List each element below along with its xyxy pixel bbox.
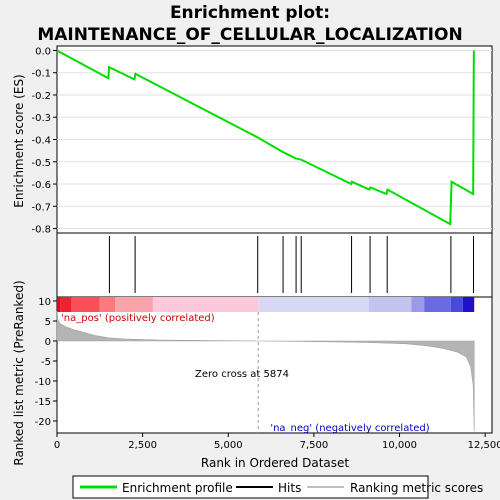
- x-tick-label-0: 0: [54, 440, 60, 451]
- rank-y-axis-label: Ranked list metric (PreRanked): [12, 280, 26, 465]
- x-tick-label-2: 5,000: [214, 440, 243, 451]
- rank-y-tick-label-0: 10: [38, 297, 51, 308]
- enrichment-profile-path: [56, 49, 475, 226]
- legend-label-ranking: Ranking metric scores: [350, 481, 483, 495]
- es-y-tick-label-4: -0.4: [31, 136, 51, 147]
- legend: Enrichment profile Hits Ranking metric s…: [72, 475, 483, 499]
- zero-cross-label: Zero cross at 5874: [195, 369, 289, 380]
- heat-bar-segment-6: [258, 297, 369, 312]
- heat-bar-segment-0: [57, 297, 61, 312]
- heat-bar-segment-9: [424, 297, 451, 312]
- x-tick-label-3: 7,500: [300, 440, 329, 451]
- pos-label: 'na_pos' (positively correlated): [61, 313, 215, 324]
- es-y-tick-label-5: -0.5: [31, 158, 51, 169]
- es-y-tick-label-8: -0.8: [31, 225, 51, 236]
- x-axis-label: Rank in Ordered Dataset: [201, 456, 349, 470]
- rank-y-tick-label-4: -10: [35, 377, 51, 388]
- x-tick-label-1: 2,500: [128, 440, 157, 451]
- heat-bar-segment-10: [450, 297, 463, 312]
- hit-markers: [108, 236, 475, 293]
- es-y-tick-label-6: -0.6: [31, 180, 51, 191]
- x-axis: 0 2,500 5,000 7,500 10,000 12,500: [54, 433, 500, 451]
- es-y-axis-label: Enrichment score (ES): [12, 74, 26, 207]
- heat-bar-segment-4: [115, 297, 153, 312]
- heat-bar-segment-3: [99, 297, 116, 312]
- heat-bar-segment-8: [411, 297, 425, 312]
- rank-y-tick-label-5: -15: [35, 397, 51, 408]
- ranking-metric-area: [56, 310, 475, 432]
- legend-label-enrichment: Enrichment profile: [122, 481, 233, 495]
- es-y-tick-label-7: -0.7: [31, 202, 51, 213]
- rank-panel: [56, 296, 493, 434]
- es-y-tick-label-3: -0.3: [31, 113, 51, 124]
- legend-label-hits: Hits: [278, 481, 301, 495]
- rank-y-tick-label-6: -20: [35, 417, 51, 428]
- heat-bar-segment-1: [60, 297, 72, 312]
- es-y-tick-label-1: -0.1: [31, 69, 51, 80]
- ranking-metric-fill: [56, 310, 475, 432]
- rank-y-tick-label-1: 5: [45, 317, 51, 328]
- chart-title-line1: Enrichment plot:: [170, 3, 330, 23]
- chart-title-line2: MAINTENANCE_OF_CELLULAR_LOCALIZATION: [37, 25, 462, 45]
- hits-panel: [56, 232, 493, 298]
- heat-bar-segment-11: [462, 297, 475, 312]
- ranking-heat-bar: [57, 297, 475, 312]
- rank-y-axis: 10 5 0 -5 -10 -15 -20: [35, 297, 57, 428]
- enrichment-profile-line: [56, 49, 475, 226]
- es-y-tick-label-0: 0.0: [35, 46, 51, 57]
- es-y-tick-label-2: -0.2: [31, 91, 51, 102]
- rank-y-tick-label-2: 0: [45, 337, 51, 348]
- x-tick-label-4: 10,000: [382, 440, 417, 451]
- neg-label: 'na_neg' (negatively correlated): [270, 423, 429, 434]
- heat-bar-segment-7: [368, 297, 412, 312]
- heat-bar-segment-5: [152, 297, 259, 312]
- es-y-axis: 0.0 -0.1 -0.2 -0.3 -0.4 -0.5 -0.6 -0.7 -0.8: [31, 46, 57, 236]
- x-tick-label-5: 12,500: [468, 440, 500, 451]
- rank-y-tick-label-3: -5: [41, 357, 51, 368]
- heat-bar-segment-2: [71, 297, 100, 312]
